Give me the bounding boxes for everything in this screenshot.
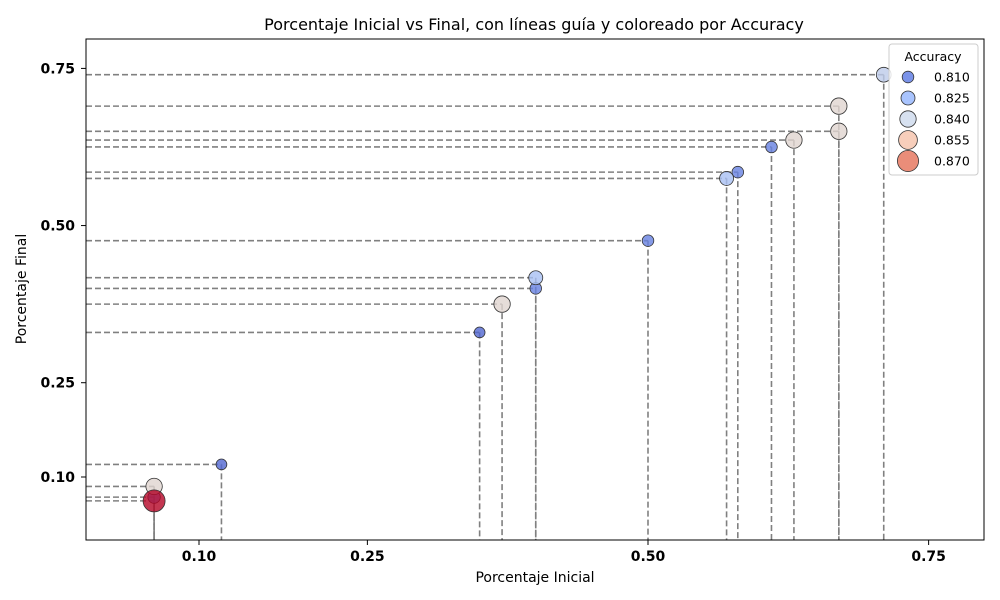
legend-marker xyxy=(898,130,918,150)
legend-entry-label: 0.855 xyxy=(934,133,970,148)
data-point xyxy=(641,234,655,247)
plot-frame xyxy=(85,38,985,541)
x-axis: 0.10 0.25 0.50 0.75 xyxy=(182,540,946,565)
legend-title: Accuracy xyxy=(904,49,962,64)
legend-entry-label: 0.840 xyxy=(934,112,970,127)
data-point xyxy=(528,270,544,286)
data-point xyxy=(830,122,848,140)
data-point xyxy=(215,458,228,471)
data-point xyxy=(473,326,486,339)
data-point xyxy=(719,171,734,186)
data-point xyxy=(731,165,745,179)
data-point xyxy=(142,489,166,513)
legend: Accuracy 0.810 0.825 0.840 0.855 0.870 xyxy=(888,43,979,176)
y-tick-label: 0.10 xyxy=(40,470,75,486)
x-axis-label: Porcentaje Inicial xyxy=(475,570,594,586)
legend-marker xyxy=(899,110,917,128)
x-tick-label: 0.10 xyxy=(182,549,217,565)
y-tick-label: 0.25 xyxy=(40,376,75,392)
plot-area xyxy=(86,66,892,540)
x-tick-label: 0.50 xyxy=(631,549,666,565)
data-point xyxy=(785,131,803,149)
legend-marker xyxy=(900,90,916,106)
y-axis-label: Porcentaje Final xyxy=(14,234,30,344)
x-tick-label: 0.25 xyxy=(350,549,385,565)
legend-entry-label: 0.870 xyxy=(934,154,970,169)
y-tick-label: 0.75 xyxy=(40,61,75,77)
chart-title: Porcentaje Inicial vs Final, con líneas … xyxy=(264,15,804,34)
data-point xyxy=(493,295,511,313)
legend-entry-label: 0.825 xyxy=(934,91,970,106)
legend-marker xyxy=(897,149,920,172)
y-axis: 0.10 0.25 0.50 0.75 xyxy=(40,61,86,486)
data-point xyxy=(830,97,848,115)
data-point xyxy=(765,140,778,154)
x-tick-label: 0.75 xyxy=(911,549,946,565)
y-tick-label: 0.50 xyxy=(40,219,75,235)
legend-entry-label: 0.810 xyxy=(934,70,970,85)
legend-marker xyxy=(901,70,915,84)
